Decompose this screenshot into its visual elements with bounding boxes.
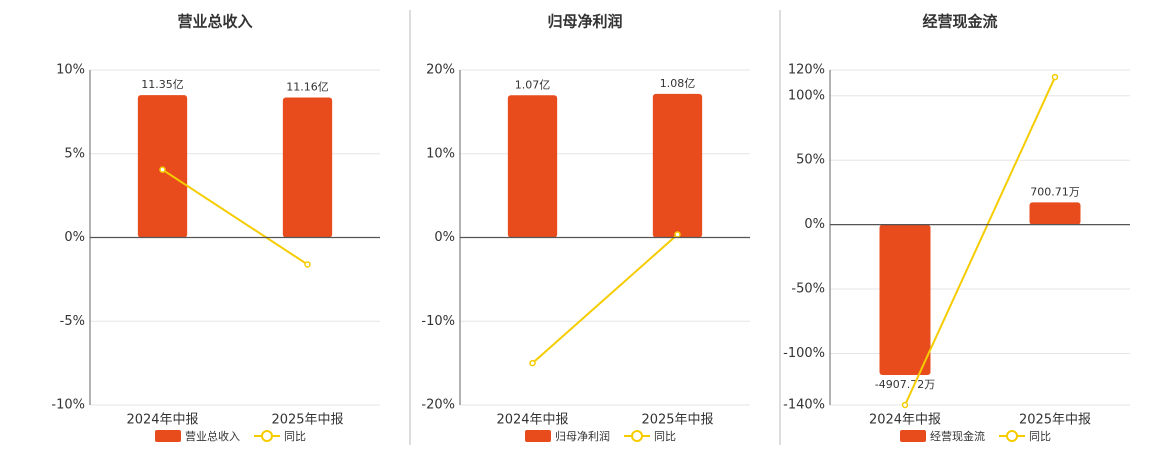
bar xyxy=(507,95,558,238)
line-point xyxy=(901,401,909,409)
value-label: 1.07亿 xyxy=(515,78,551,91)
value-label: -4907.72万 xyxy=(875,378,935,391)
y-tick-label: 10% xyxy=(426,146,455,161)
y-tick-label: -10% xyxy=(421,314,455,329)
legend-label: 同比 xyxy=(284,430,306,443)
y-tick-label: -20% xyxy=(421,398,455,413)
legend-swatch xyxy=(261,430,273,442)
y-tick-label: 20% xyxy=(426,63,455,78)
line-point xyxy=(159,166,166,173)
x-tick-label: 2024年中报 xyxy=(496,413,568,428)
legend-label: 归母净利润 xyxy=(555,429,610,443)
y-tick-label: 0% xyxy=(804,217,825,232)
x-tick-label: 2024年中报 xyxy=(869,413,941,428)
x-tick-label: 2024年中报 xyxy=(126,413,198,428)
y-tick-label: -10% xyxy=(51,398,85,413)
value-label: 1.08亿 xyxy=(660,77,696,90)
y-tick-label: 10% xyxy=(56,63,85,78)
line-point xyxy=(304,261,311,268)
y-tick-label: 50% xyxy=(796,153,825,168)
y-tick-label: -100% xyxy=(783,346,825,361)
y-tick-label: 0% xyxy=(434,230,455,245)
bar xyxy=(137,95,188,238)
line xyxy=(161,168,309,266)
y-tick-label: 0% xyxy=(64,230,85,245)
value-label: 700.71万 xyxy=(1030,185,1080,198)
line-point xyxy=(1051,73,1059,81)
legend-label: 营业总收入 xyxy=(185,429,240,443)
y-tick-label: -50% xyxy=(791,282,825,297)
line xyxy=(531,233,679,364)
x-tick-label: 2025年中报 xyxy=(641,413,713,428)
legend-label: 同比 xyxy=(654,430,676,443)
line-point xyxy=(529,359,536,367)
y-tick-label: 5% xyxy=(64,146,85,161)
line-point xyxy=(674,231,681,238)
legend-swatch xyxy=(900,430,926,442)
bar xyxy=(879,224,931,375)
x-tick-label: 2025年中报 xyxy=(1019,413,1091,428)
bar xyxy=(282,97,333,238)
y-tick-label: 120% xyxy=(788,63,825,78)
legend-label: 同比 xyxy=(1029,430,1051,443)
bar xyxy=(1029,202,1081,225)
value-label: 11.35亿 xyxy=(141,78,184,91)
chart-title: 营业总收入 xyxy=(177,13,252,31)
value-label: 11.16亿 xyxy=(286,80,329,93)
legend-swatch xyxy=(155,430,181,442)
legend-swatch xyxy=(525,430,551,442)
line xyxy=(904,76,1056,406)
legend-swatch xyxy=(631,430,643,442)
y-tick-label: -140% xyxy=(783,398,825,413)
y-tick-label: -5% xyxy=(60,314,85,329)
chart-title: 归母净利润 xyxy=(547,13,622,31)
y-tick-label: 100% xyxy=(788,88,825,103)
legend-swatch xyxy=(1006,430,1018,442)
bar xyxy=(652,93,703,238)
x-tick-label: 2025年中报 xyxy=(271,413,343,428)
chart-title: 经营现金流 xyxy=(922,13,997,31)
legend-label: 经营现金流 xyxy=(930,429,985,443)
